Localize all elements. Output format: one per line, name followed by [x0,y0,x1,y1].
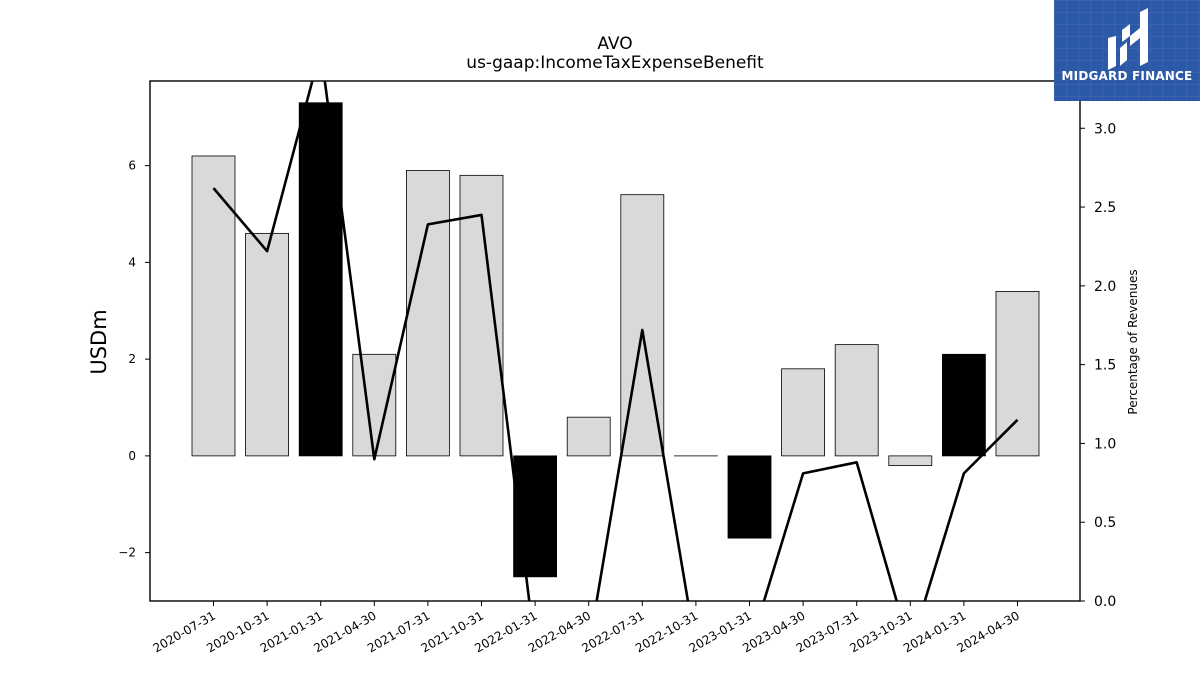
bar [942,353,986,457]
logo-mark-icon [1108,8,1148,70]
bar [995,291,1040,457]
y-axis-label: USDm [87,309,111,374]
y2-tick-label: 3.0 [1094,121,1116,137]
y-tick-label: −2 [118,546,136,560]
y-tick-label: 4 [128,255,136,269]
y-tick-label: 0 [128,449,136,463]
y2-axis-label: Percentage of Revenues [1126,269,1140,414]
bar [513,455,557,578]
logo: MIDGARD FINANCE [1054,0,1200,101]
bar-series [191,102,1040,578]
y2-tick-label: 0.0 [1094,594,1116,610]
line-series-group [212,81,1019,601]
y-tick-label: 2 [128,352,136,366]
plot-area: −202460.00.51.01.52.02.53.02020-07-31202… [118,80,1116,655]
logo-text: MIDGARD FINANCE [1061,69,1193,83]
bar [566,416,611,457]
y2-tick-label: 0.5 [1094,515,1116,531]
plot-frame [149,80,1081,602]
chart-subtitle: us-gaap:IncomeTaxExpenseBenefit [466,53,764,73]
bar [352,353,397,457]
y2-tick-label: 2.5 [1094,200,1116,216]
bar [781,368,825,457]
y2-tick-label: 1.0 [1094,436,1116,452]
y2-tick-label: 2.0 [1094,279,1116,295]
bar [727,455,772,539]
bar [191,155,236,457]
bar [245,232,290,457]
bar [888,455,933,466]
line-series [212,81,1019,601]
bar [405,170,450,457]
bar [834,344,879,457]
chart-title: AVO [597,34,632,54]
y2-tick-label: 1.5 [1094,358,1116,374]
y-tick-label: 6 [128,159,136,173]
